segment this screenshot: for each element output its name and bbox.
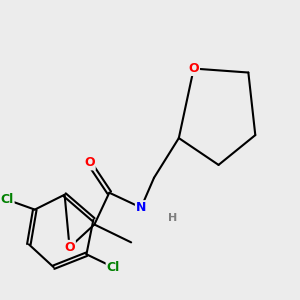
Text: O: O [188,62,199,75]
Text: N: N [136,201,146,214]
Text: Cl: Cl [0,193,14,206]
Text: O: O [84,156,95,170]
Text: O: O [64,241,75,254]
Text: H: H [168,212,178,223]
Text: Cl: Cl [106,261,120,274]
